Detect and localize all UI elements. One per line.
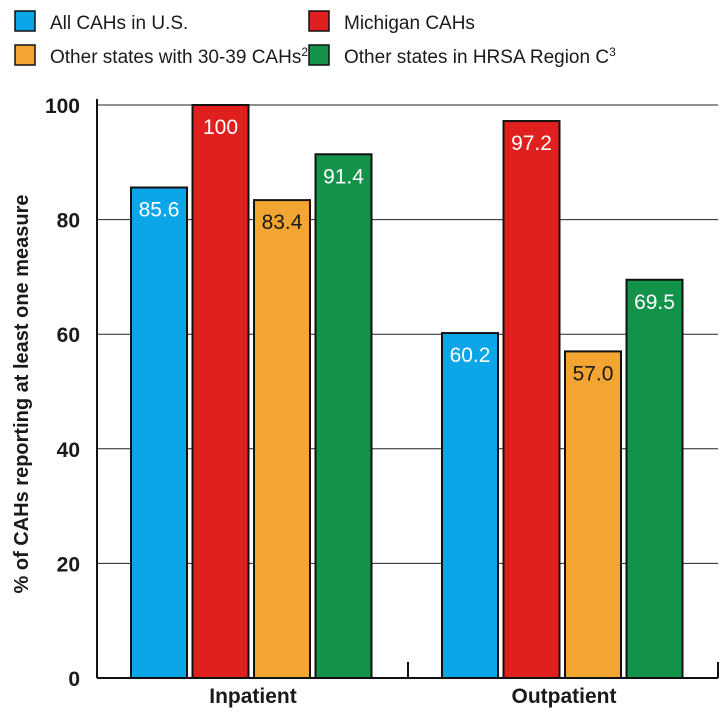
bar-value-label: 100 — [203, 116, 238, 139]
y-tick-label: 60 — [57, 324, 80, 347]
legend-swatch — [14, 44, 36, 66]
y-tick-label: 0 — [68, 668, 80, 691]
y-tick-label: 80 — [57, 210, 80, 233]
bar-value-label: 83.4 — [262, 211, 303, 234]
bar — [253, 199, 311, 679]
bar-value-label: 91.4 — [323, 165, 364, 188]
bar — [625, 278, 684, 679]
bar — [314, 153, 373, 679]
bar-value-label: 97.2 — [511, 132, 552, 155]
legend-label: Other states in HRSA Region C3 — [344, 45, 616, 68]
legend-label: Other states with 30-39 CAHs2 — [50, 45, 308, 68]
x-category-label: Outpatient — [512, 685, 617, 708]
bar — [191, 104, 250, 679]
legend-swatch — [14, 10, 36, 32]
legend-footnote: 3 — [609, 45, 616, 59]
legend-swatch — [308, 44, 330, 66]
y-axis-title: % of CAHs reporting at least one measure — [11, 195, 33, 594]
legend-footnote: 2 — [301, 45, 308, 59]
y-tick-label: 40 — [57, 439, 80, 462]
axes: Inpatient Outpatient — [96, 99, 719, 708]
legend-swatch — [308, 10, 330, 32]
bars: 85.6 100 83.4 91.4 60.2 97.2 57.0 69.5 — [130, 104, 684, 679]
legend-label: All CAHs in U.S. — [50, 13, 188, 34]
y-tick-label: 100 — [45, 95, 80, 118]
chart-legend: All CAHs in U.S. Michigan CAHs Other state… — [14, 10, 616, 68]
x-category-label: Inpatient — [209, 685, 297, 708]
bar-value-label: 60.2 — [450, 344, 491, 367]
bar-value-label: 57.0 — [573, 362, 614, 385]
bar — [441, 332, 499, 679]
bar — [130, 186, 188, 679]
legend-label: Michigan CAHs — [344, 13, 475, 34]
bar-value-label: 69.5 — [634, 291, 675, 314]
bar — [502, 120, 561, 679]
y-tick-label: 20 — [57, 553, 80, 576]
bar — [564, 350, 622, 679]
bar-value-label: 85.6 — [139, 199, 180, 222]
